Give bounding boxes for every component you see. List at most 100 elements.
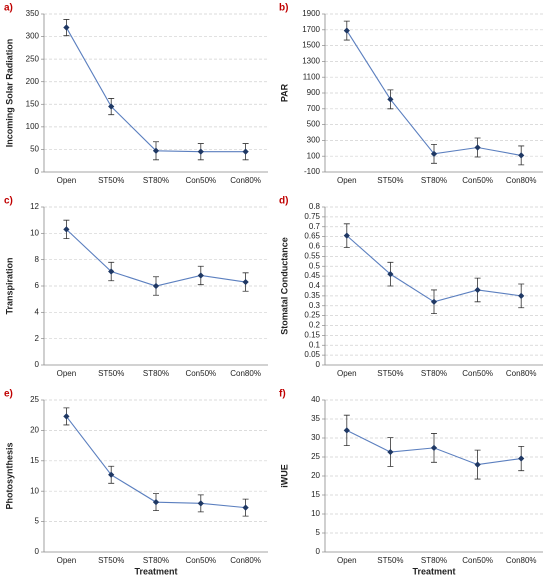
y-tick-label: 8 xyxy=(35,255,40,264)
marker xyxy=(63,24,70,31)
marker xyxy=(63,226,70,233)
marker xyxy=(242,148,249,155)
y-axis-label: Incoming Solar Radiation xyxy=(4,39,14,148)
series-line xyxy=(65,27,246,153)
y-tick-label: 300 xyxy=(26,32,40,41)
y-tick-label: 0.6 xyxy=(309,242,321,251)
y-tick-label: 1900 xyxy=(302,9,320,18)
x-tick-label: Con50% xyxy=(185,369,216,378)
x-tick-label: Open xyxy=(57,369,77,378)
y-tick-label: 0 xyxy=(35,360,40,369)
y-tick-label: 5 xyxy=(316,528,321,537)
y-tick-label: 0.1 xyxy=(309,340,321,349)
x-tick-label: ST80% xyxy=(421,556,447,565)
y-axis-label: Stomatal Conductance xyxy=(279,237,289,335)
marker xyxy=(474,144,481,151)
x-tick-label: ST50% xyxy=(98,176,124,185)
x-tick-label: Con50% xyxy=(462,369,493,378)
y-tick-label: 0.05 xyxy=(304,350,320,359)
x-tick-label: Con80% xyxy=(230,556,261,565)
y-tick-label: 10 xyxy=(30,228,39,237)
y-tick-label: 20 xyxy=(311,471,320,480)
y-tick-label: 1500 xyxy=(302,41,320,50)
marker xyxy=(197,272,204,279)
marker xyxy=(242,504,249,511)
y-tick-label: 2 xyxy=(35,334,40,343)
x-tick-label: ST80% xyxy=(143,176,169,185)
marker xyxy=(474,286,481,294)
y-tick-label: 12 xyxy=(30,202,39,211)
y-tick-label: 50 xyxy=(30,145,39,154)
y-tick-label: 0.2 xyxy=(309,321,321,330)
y-tick-label: 1700 xyxy=(302,25,320,34)
x-tick-label: Open xyxy=(57,556,77,565)
x-tick-label: ST50% xyxy=(98,369,124,378)
y-tick-label: 25 xyxy=(30,395,39,404)
marker xyxy=(242,278,249,286)
y-tick-label: 100 xyxy=(26,122,40,131)
y-tick-label: 10 xyxy=(311,509,320,518)
y-tick-label: 1300 xyxy=(302,57,320,66)
marker xyxy=(343,427,350,434)
marker xyxy=(152,499,160,506)
x-tick-label: ST80% xyxy=(143,369,169,378)
y-tick-label: 25 xyxy=(311,452,320,461)
y-tick-label: 0.35 xyxy=(304,291,320,300)
x-tick-label: ST50% xyxy=(377,176,403,185)
y-tick-label: 15 xyxy=(30,456,39,465)
y-tick-label: 4 xyxy=(35,307,40,316)
y-tick-label: 0.3 xyxy=(309,301,321,310)
x-tick-label: Con80% xyxy=(230,176,261,185)
y-tick-label: 0.4 xyxy=(309,281,321,290)
panel-label: b) xyxy=(279,3,288,14)
x-tick-label: ST80% xyxy=(421,176,447,185)
y-tick-label: 0 xyxy=(316,360,321,369)
x-tick-label: Con50% xyxy=(462,176,493,185)
marker xyxy=(387,271,394,278)
y-tick-label: 0.65 xyxy=(304,232,320,241)
x-tick-label: Con80% xyxy=(230,369,261,378)
y-axis-label: iWUE xyxy=(279,464,289,488)
y-tick-label: 100 xyxy=(307,151,321,160)
y-tick-label: 0.25 xyxy=(304,311,320,320)
y-tick-label: 150 xyxy=(26,99,40,108)
x-tick-label: Con80% xyxy=(506,176,537,185)
y-tick-label: 20 xyxy=(30,426,39,435)
y-tick-label: 0.55 xyxy=(304,251,320,260)
marker xyxy=(518,292,525,299)
x-tick-label: Open xyxy=(57,176,77,185)
y-tick-label: 30 xyxy=(311,433,320,442)
y-tick-label: 0.45 xyxy=(304,271,320,280)
marker xyxy=(343,27,350,34)
marker xyxy=(152,147,160,154)
y-tick-label: 350 xyxy=(26,9,40,18)
y-axis-label: Transpiration xyxy=(4,257,14,314)
x-tick-label: Con80% xyxy=(506,369,537,378)
panel-label: a) xyxy=(4,3,13,14)
panel-label: e) xyxy=(4,389,13,400)
y-tick-label: 700 xyxy=(307,104,321,113)
x-tick-label: ST50% xyxy=(377,369,403,378)
y-tick-label: 6 xyxy=(35,281,40,290)
x-tick-label: ST80% xyxy=(143,556,169,565)
y-tick-label: 5 xyxy=(35,517,40,526)
x-tick-label: Con50% xyxy=(462,556,493,565)
marker xyxy=(108,103,115,110)
marker xyxy=(518,152,525,159)
y-tick-label: 1100 xyxy=(303,72,321,81)
x-tick-label: ST50% xyxy=(98,556,124,565)
panel-label: d) xyxy=(279,196,288,207)
y-tick-label: 300 xyxy=(307,136,321,145)
x-tick-label: Con80% xyxy=(506,556,537,565)
y-tick-label: 40 xyxy=(311,395,320,404)
marker xyxy=(430,444,438,451)
y-tick-label: 0.7 xyxy=(309,222,321,231)
x-tick-label: Con50% xyxy=(185,176,216,185)
x-axis-label: Treatment xyxy=(412,566,455,576)
panel-label: f) xyxy=(279,389,286,400)
y-tick-label: 0 xyxy=(35,167,40,176)
marker xyxy=(430,298,438,305)
y-tick-label: 15 xyxy=(311,490,320,499)
y-axis-label: PAR xyxy=(279,83,289,102)
